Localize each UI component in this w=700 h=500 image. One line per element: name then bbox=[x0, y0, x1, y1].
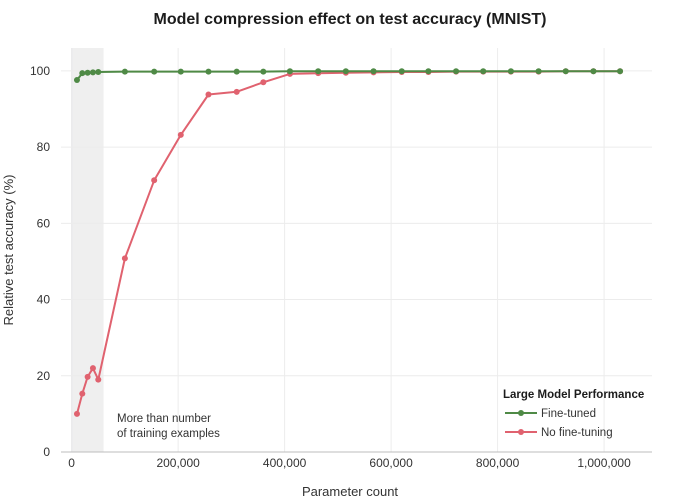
data-point-no-fine-tuning bbox=[84, 373, 91, 380]
data-point-fine-tuned bbox=[425, 68, 432, 75]
data-point-fine-tuned bbox=[453, 68, 460, 75]
y-tick-label: 100 bbox=[30, 64, 50, 78]
data-point-fine-tuned bbox=[95, 69, 102, 76]
y-tick-label: 20 bbox=[37, 369, 51, 383]
data-point-no-fine-tuning bbox=[260, 79, 267, 86]
data-point-no-fine-tuning bbox=[151, 177, 158, 184]
legend-label-no-fine-tuning: No fine-tuning bbox=[541, 427, 613, 439]
data-point-fine-tuned bbox=[535, 68, 542, 75]
data-point-fine-tuned bbox=[84, 69, 91, 76]
x-tick-label: 0 bbox=[68, 456, 75, 470]
data-point-no-fine-tuning bbox=[89, 365, 96, 372]
data-point-fine-tuned bbox=[233, 68, 240, 75]
x-axis-label: Parameter count bbox=[302, 484, 398, 499]
data-point-fine-tuned bbox=[562, 68, 569, 75]
y-tick-label: 60 bbox=[37, 216, 51, 230]
legend-item-fine-tuned[interactable]: Fine-tuned bbox=[505, 408, 596, 420]
data-point-no-fine-tuning bbox=[121, 255, 128, 262]
data-point-fine-tuned bbox=[79, 70, 86, 77]
chart-title: Model compression effect on test accurac… bbox=[154, 11, 547, 28]
legend-marker-no-fine-tuning bbox=[518, 429, 524, 435]
data-point-fine-tuned bbox=[398, 68, 405, 75]
data-point-no-fine-tuning bbox=[177, 131, 184, 138]
data-point-fine-tuned bbox=[89, 69, 96, 76]
data-point-fine-tuned bbox=[342, 68, 349, 75]
shaded-region bbox=[71, 48, 104, 452]
legend-label-fine-tuned: Fine-tuned bbox=[541, 408, 596, 420]
y-tick-label: 0 bbox=[43, 445, 50, 459]
legend-item-no-fine-tuning[interactable]: No fine-tuning bbox=[505, 427, 613, 439]
y-tick-label: 80 bbox=[37, 140, 51, 154]
data-point-fine-tuned bbox=[177, 68, 184, 75]
x-tick-label: 200,000 bbox=[156, 456, 200, 470]
data-point-no-fine-tuning bbox=[205, 91, 212, 98]
data-point-fine-tuned bbox=[73, 77, 80, 84]
y-axis-label: Relative test accuracy (%) bbox=[1, 175, 16, 326]
shaded-region-label: of training examples bbox=[117, 428, 220, 440]
legend-marker-fine-tuned bbox=[518, 410, 524, 416]
plot-area: 0 200,000 400,000 600,000 800,000 1,000,000 0 2… bbox=[30, 48, 652, 470]
data-point-fine-tuned bbox=[286, 68, 293, 75]
data-point-fine-tuned bbox=[617, 68, 624, 75]
data-point-no-fine-tuning bbox=[73, 410, 80, 417]
data-point-fine-tuned bbox=[370, 68, 377, 75]
x-tick-label: 800,000 bbox=[476, 456, 520, 470]
data-point-no-fine-tuning bbox=[233, 88, 240, 95]
data-point-no-fine-tuning bbox=[79, 390, 86, 397]
x-tick-label: 1,000,000 bbox=[577, 456, 631, 470]
data-point-fine-tuned bbox=[315, 68, 322, 75]
data-point-fine-tuned bbox=[121, 68, 128, 75]
data-point-fine-tuned bbox=[151, 68, 158, 75]
legend-title: Large Model Performance bbox=[503, 389, 644, 401]
data-point-fine-tuned bbox=[590, 68, 597, 75]
legend[interactable]: Large Model Performance Fine-tuned No fi… bbox=[503, 389, 644, 439]
shaded-region-label: More than number bbox=[117, 413, 211, 425]
data-point-no-fine-tuning bbox=[95, 376, 102, 383]
x-tick-label: 400,000 bbox=[263, 456, 307, 470]
y-tick-label: 40 bbox=[37, 293, 51, 307]
data-point-fine-tuned bbox=[205, 68, 212, 75]
x-tick-label: 600,000 bbox=[369, 456, 413, 470]
data-point-fine-tuned bbox=[507, 68, 514, 75]
data-point-fine-tuned bbox=[260, 68, 267, 75]
data-point-fine-tuned bbox=[480, 68, 487, 75]
